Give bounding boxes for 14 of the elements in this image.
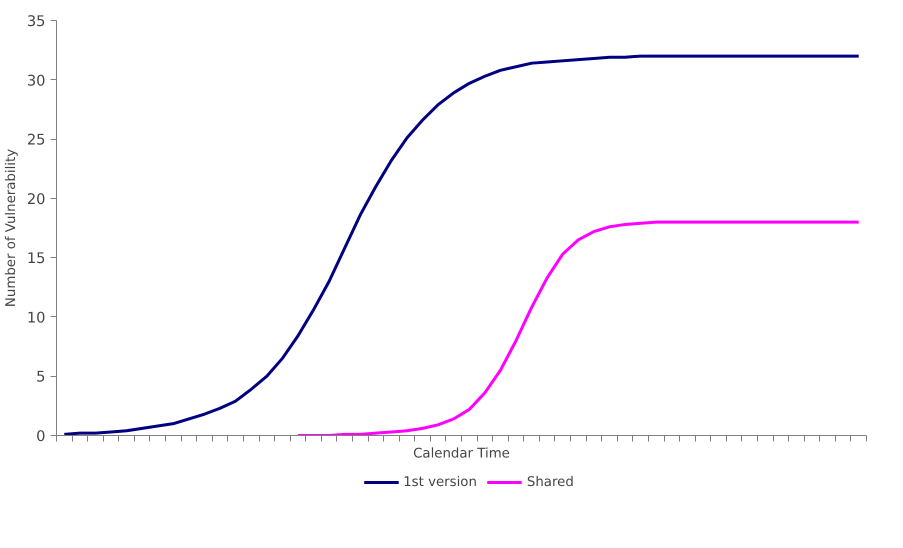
x-axis-title: Calendar Time	[413, 446, 510, 462]
line-series	[62, 54, 860, 436]
y-tick-label: 30	[26, 72, 46, 90]
legend-label: Shared	[526, 474, 574, 490]
y-tick-label: 15	[26, 250, 46, 268]
y-tick-label: 20	[26, 190, 46, 208]
y-tick-label: 5	[36, 368, 46, 386]
y-tick-label: 10	[26, 309, 46, 326]
y-tick-label: 35	[26, 13, 46, 30]
legend-label: 1st version	[403, 474, 477, 490]
y-axis-title: Number of Vulnerability	[4, 148, 19, 308]
y-tick-label: 0	[36, 428, 46, 445]
y-tick-label: 25	[26, 132, 46, 149]
line-series	[296, 220, 860, 436]
